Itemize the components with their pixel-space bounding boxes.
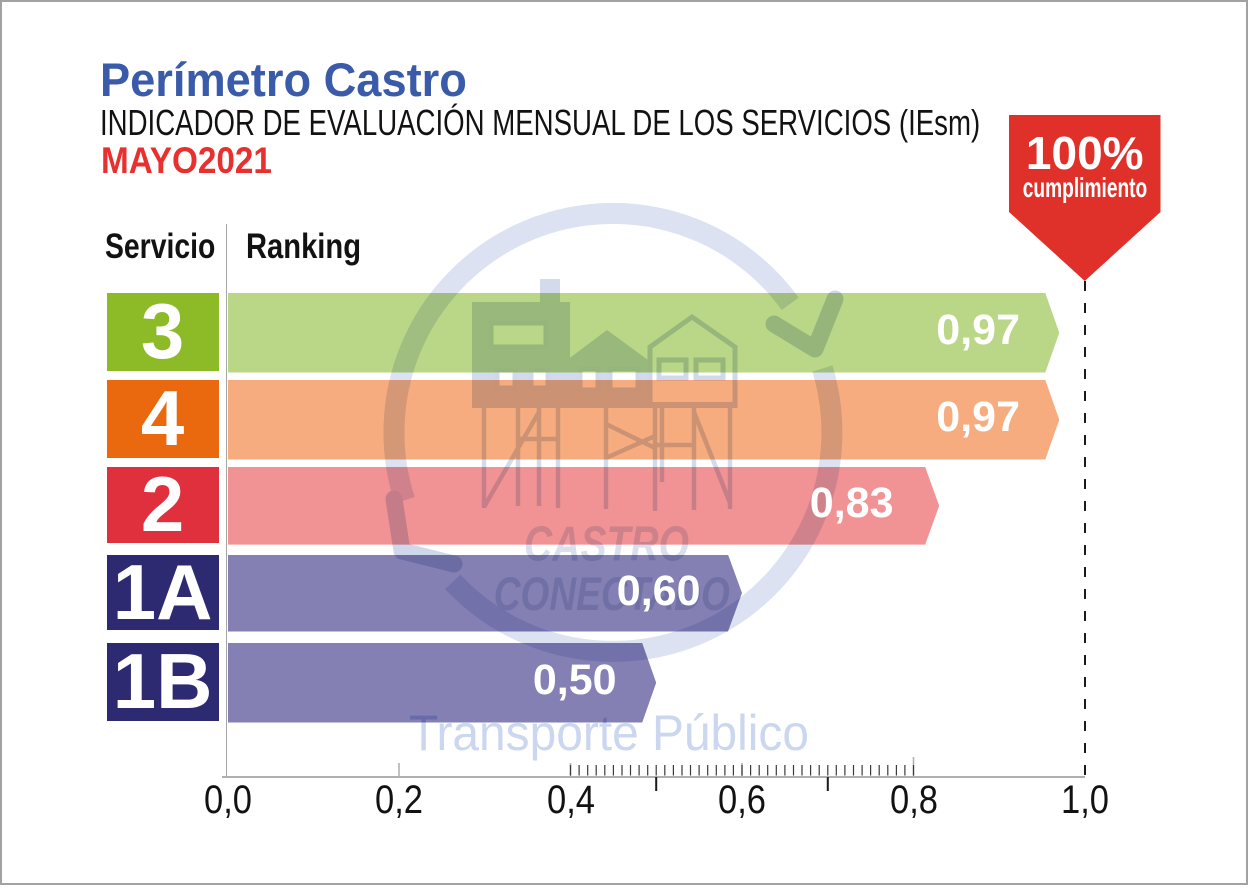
- svg-text:CASTRO: CASTRO: [524, 517, 689, 571]
- svg-text:Transporte Público: Transporte Público: [409, 705, 809, 761]
- svg-text:CONECTADO: CONECTADO: [494, 568, 730, 621]
